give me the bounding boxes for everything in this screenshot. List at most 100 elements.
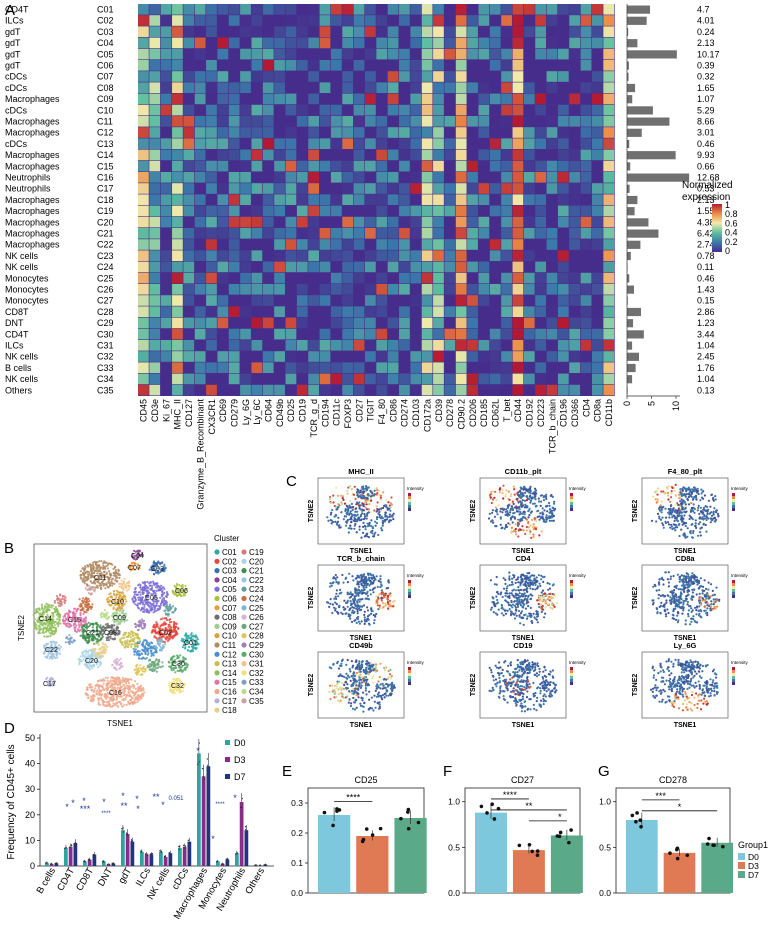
tsne-point (84, 638, 87, 642)
heatmap-cell (399, 362, 410, 373)
heatmap-cell (194, 228, 206, 239)
tsne-point (150, 650, 153, 653)
heatmap-cell (296, 60, 308, 71)
tsne-point (166, 612, 169, 616)
heatmap-cell (240, 250, 251, 261)
proportion-label: 1.55 (697, 206, 715, 216)
heatmap-cell (308, 250, 319, 261)
heatmap-cell (399, 351, 410, 362)
heatmap-cell (569, 272, 581, 284)
tsne-point (43, 635, 46, 638)
tsne-point (135, 604, 138, 607)
heatmap-cell (319, 228, 331, 239)
row-cluster-label: C29 (97, 318, 114, 328)
heatmap-cell (330, 261, 342, 273)
heatmap-cell (512, 384, 524, 396)
heatmap-cell (535, 4, 546, 15)
tsne-point (118, 610, 121, 613)
tsne-point (120, 637, 123, 640)
tsne-point (97, 643, 100, 646)
heatmap-cell (580, 306, 592, 317)
tsne-point (143, 670, 146, 673)
tsne-point (167, 660, 170, 663)
heatmap-cell (410, 306, 422, 317)
tsne-cluster-label: C30 (172, 661, 185, 668)
tsne-point (128, 693, 131, 696)
heatmap-cell (546, 183, 558, 194)
tsne-point (168, 618, 171, 622)
heatmap-cell (172, 216, 183, 228)
heatmap-cell (376, 4, 388, 15)
heatmap-cell (580, 160, 592, 172)
heatmap-cell (138, 138, 149, 149)
heatmap-cell (603, 71, 615, 82)
tsne-point (46, 621, 49, 624)
tsne-point (169, 625, 172, 628)
heatmap-cell (376, 116, 388, 127)
heatmap-cell (467, 160, 478, 172)
heatmap-cell (523, 127, 535, 138)
tsne-point (79, 576, 83, 579)
tsne-point (48, 606, 51, 609)
heatmap-cell (603, 160, 615, 172)
heatmap-cell (262, 351, 274, 362)
row-cell-type-label: cDCs (5, 72, 27, 82)
heatmap-cell (557, 239, 569, 250)
heatmap-cell (455, 71, 467, 82)
heatmap-cell (217, 272, 229, 284)
tsne-point (120, 579, 123, 582)
heatmap-cell (478, 239, 490, 250)
proportion-bar (627, 285, 635, 294)
heatmap-cell (592, 351, 603, 362)
tsne-point (123, 595, 126, 598)
cluster-legend-swatch (214, 568, 220, 574)
feature-map-point (332, 501, 335, 504)
heatmap-cell (365, 384, 376, 396)
tsne-point (174, 627, 177, 630)
heatmap-cell (603, 272, 615, 284)
heatmap-cell (308, 384, 319, 396)
proportion-label: 1.04 (697, 374, 715, 384)
heatmap-cell (183, 127, 195, 138)
tsne-point (87, 603, 90, 606)
tsne-point (151, 593, 155, 596)
heatmap-cell (467, 26, 478, 37)
heatmap-cell (546, 26, 558, 37)
heatmap-cell (330, 71, 342, 82)
row-cluster-label: C13 (97, 139, 114, 149)
tsne-point (97, 680, 100, 683)
heatmap-cell (240, 15, 251, 26)
heatmap-cell (569, 306, 581, 317)
heatmap-cell (206, 250, 217, 261)
tsne-point (84, 605, 87, 608)
heatmap-cell (501, 149, 512, 161)
heatmap-cell (274, 71, 285, 82)
tsne-point (174, 592, 177, 595)
heatmap-cell (399, 317, 410, 329)
heatmap-cell (523, 295, 535, 306)
heatmap-cell (592, 60, 603, 71)
heatmap-cell (138, 328, 149, 340)
heatmap-cell (296, 306, 308, 317)
heatmap-cell (444, 149, 456, 161)
heatmap-cell (478, 15, 490, 26)
heatmap-cell (138, 104, 149, 116)
tsne-point (69, 624, 73, 628)
heatmap-cell (330, 228, 342, 239)
tsne-point (138, 650, 141, 653)
row-cell-type-label: Monocytes (5, 285, 49, 295)
row-cluster-label: C15 (97, 161, 114, 171)
heatmap-cell (467, 228, 478, 239)
row-cluster-label: C31 (97, 341, 114, 351)
heatmap-cell (580, 239, 592, 250)
heatmap-cell (512, 295, 524, 306)
heatmap-cell (478, 116, 490, 127)
heatmap-cell (206, 172, 217, 183)
tsne-point (169, 607, 172, 610)
tsne-point (105, 584, 108, 587)
heatmap-cell (308, 261, 319, 273)
tsne-point (74, 626, 77, 629)
tsne-point (64, 641, 67, 644)
tsne-point (168, 603, 171, 606)
